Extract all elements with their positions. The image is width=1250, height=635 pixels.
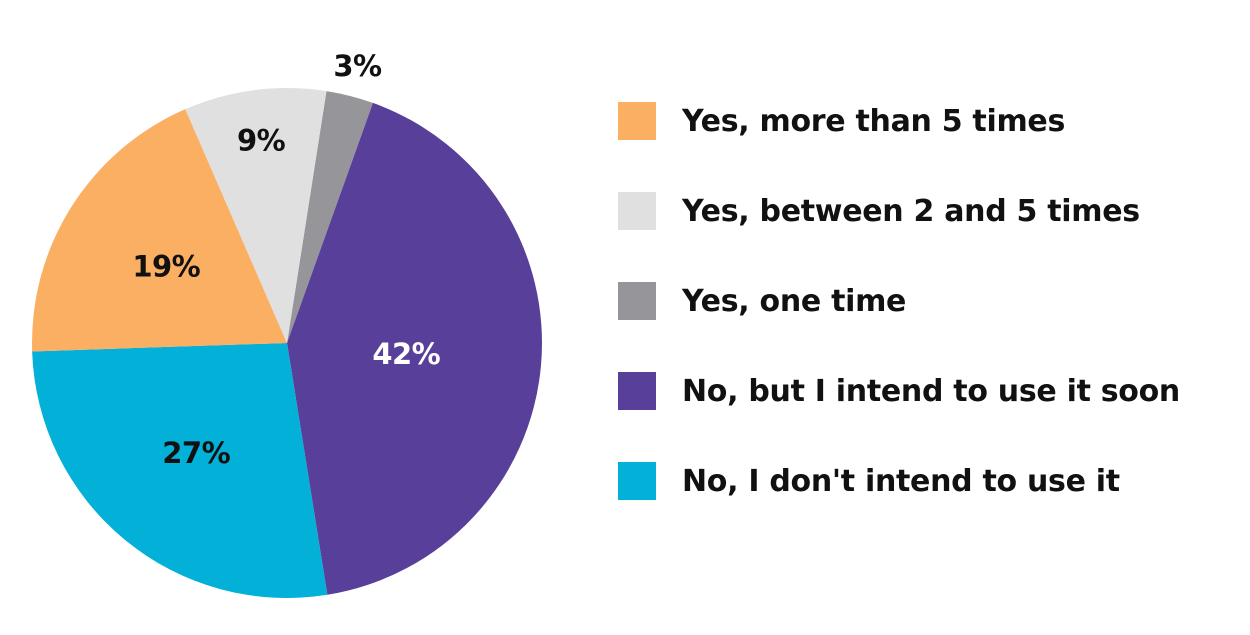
pie-slice: [287, 102, 542, 595]
legend-label: Yes, more than 5 times: [682, 103, 1066, 139]
legend-item-yes-more-than-5-times: Yes, more than 5 times: [618, 76, 1238, 166]
legend-label: Yes, one time: [682, 283, 907, 319]
pie-slices: [31, 88, 542, 598]
legend-item-no-intend-soon: No, but I intend to use it soon: [618, 346, 1238, 436]
legend-swatch: [618, 282, 656, 320]
legend-item-yes-one-time: Yes, one time: [618, 256, 1238, 346]
legend: Yes, more than 5 times Yes, between 2 an…: [618, 76, 1238, 526]
slice-value-label: 27%: [162, 436, 230, 470]
legend-swatch: [618, 462, 656, 500]
legend-swatch: [618, 372, 656, 410]
legend-label: No, but I intend to use it soon: [682, 373, 1180, 409]
pie-slice: [185, 88, 327, 343]
pie-value-labels: 3% 42% 27% 19% 9%: [132, 49, 441, 470]
legend-item-no-dont-intend: No, I don't intend to use it: [618, 436, 1238, 526]
slice-value-label: 19%: [132, 250, 200, 284]
slice-value-label: 9%: [237, 124, 286, 158]
pie-slice: [287, 91, 373, 343]
legend-swatch: [618, 192, 656, 230]
pie-slice: [31, 109, 287, 352]
legend-item-yes-between-2-and-5-times: Yes, between 2 and 5 times: [618, 166, 1238, 256]
legend-swatch: [618, 102, 656, 140]
slice-value-label: 42%: [372, 337, 440, 371]
pie-slice: [32, 343, 328, 598]
legend-label: No, I don't intend to use it: [682, 463, 1120, 499]
slice-value-label: 3%: [333, 49, 382, 83]
legend-label: Yes, between 2 and 5 times: [682, 193, 1140, 229]
